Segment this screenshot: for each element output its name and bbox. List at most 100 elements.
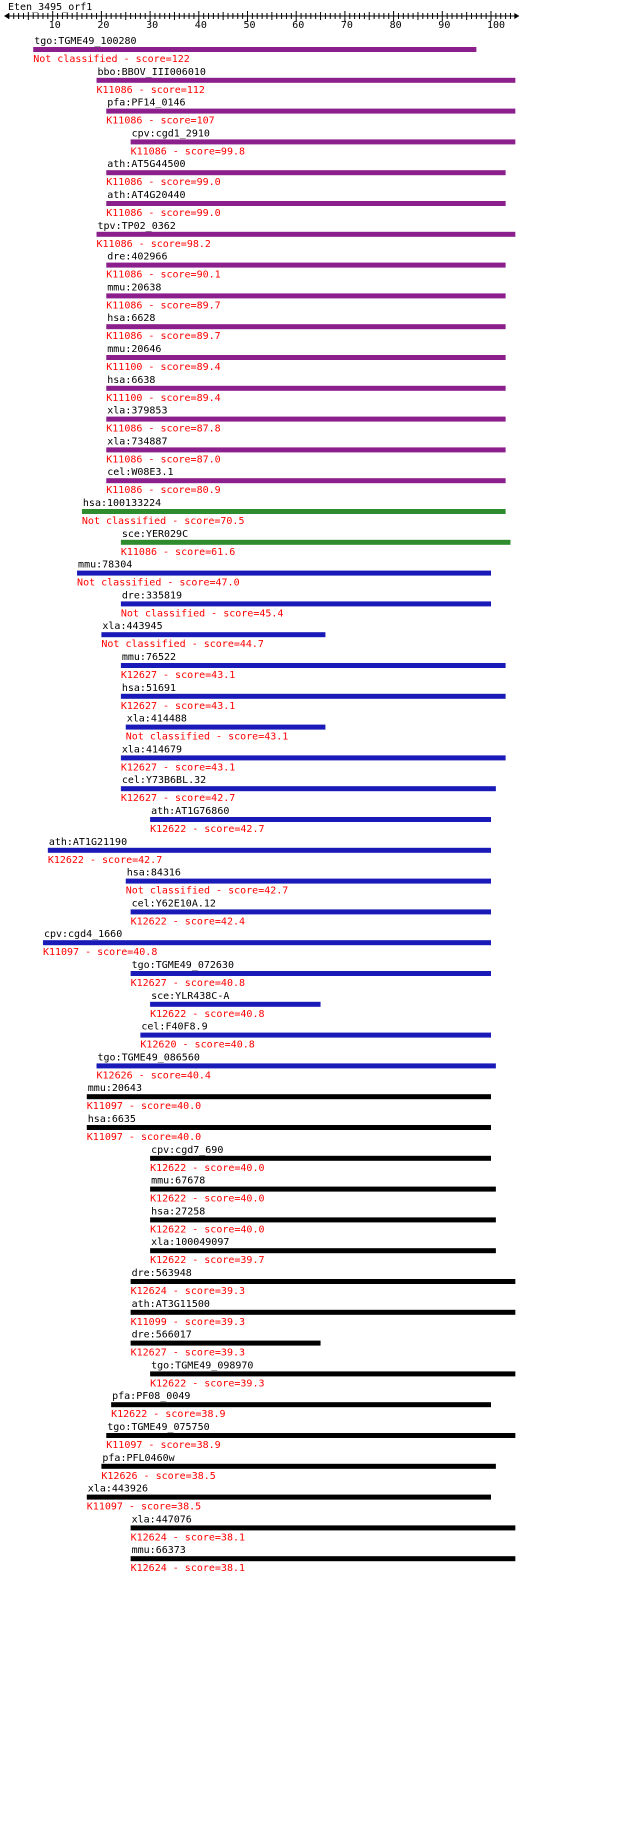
hit-name-label[interactable]: ath:AT5G44500 [107,159,185,170]
hit-bar[interactable] [96,1063,496,1069]
hit-name-label[interactable]: sce:YLR438C-A [151,991,229,1002]
hit-bar[interactable] [106,293,506,299]
hit-row[interactable]: cel:Y62E10A.12 K12622 - score=42.4 [130,898,491,927]
hit-score-label[interactable]: K11086 - score=89.7 [106,331,220,342]
hit-name-label[interactable]: tgo:TGME49_098970 [151,1360,253,1371]
hit-name-label[interactable]: pfa:PF14_0146 [107,98,185,109]
hit-row[interactable]: xla:447076 K12624 - score=38.1 [130,1514,516,1543]
hit-row[interactable]: dre:563948 K12624 - score=39.3 [130,1268,516,1297]
hit-bar[interactable] [96,231,516,237]
hit-name-label[interactable]: ath:AT4G20440 [107,190,185,201]
hit-name-label[interactable]: tgo:TGME49_100280 [34,36,136,47]
hit-row[interactable]: mmu:66373 K12624 - score=38.1 [130,1545,516,1574]
hit-score-label[interactable]: K12622 - score=40.0 [150,1194,264,1205]
hit-bar[interactable] [130,1525,516,1531]
hit-bar[interactable] [150,817,491,822]
hit-bar[interactable] [33,47,477,52]
hit-row[interactable]: tgo:TGME49_072630 K12627 - score=40.8 [130,960,491,989]
hit-bar[interactable] [125,878,491,884]
hit-score-label[interactable]: K12622 - score=40.0 [150,1224,264,1235]
hit-score-label[interactable]: K11100 - score=89.4 [106,393,220,404]
hit-bar[interactable] [106,416,506,422]
hit-bar[interactable] [96,77,516,83]
hit-row[interactable]: tgo:TGME49_075750 K11097 - score=38.9 [106,1422,516,1451]
hit-bar[interactable] [111,1402,491,1408]
hit-name-label[interactable]: cpv:cgd7_690 [151,1145,223,1156]
hit-score-label[interactable]: K11097 - score=38.9 [106,1440,220,1451]
hit-row[interactable]: hsa:51691 K12627 - score=43.1 [120,683,506,712]
hit-score-label[interactable]: K12627 - score=43.1 [121,670,235,681]
hit-bar[interactable] [150,1155,491,1161]
hit-score-label[interactable]: K11086 - score=107 [106,116,214,127]
hit-row[interactable]: xla:443926 K11097 - score=38.5 [86,1484,491,1513]
hit-name-label[interactable]: mmu:20646 [107,344,161,355]
hit-row[interactable]: xla:414679 K12627 - score=43.1 [120,744,506,773]
hit-score-label[interactable]: K11086 - score=89.7 [106,300,220,311]
hit-name-label[interactable]: cel:F40F8.9 [141,1022,207,1033]
hit-row[interactable]: xla:443945 Not classified - score=44.7 [101,621,326,650]
hit-score-label[interactable]: K12622 - score=39.7 [150,1255,264,1266]
hit-bar[interactable] [106,355,506,360]
hit-name-label[interactable]: cel:Y73B6BL.32 [122,775,206,786]
hit-score-label[interactable]: K11086 - score=80.9 [106,485,220,496]
hit-score-label[interactable]: K12622 - score=42.7 [150,824,264,835]
hit-score-label[interactable]: K11097 - score=40.8 [43,947,157,958]
hit-row[interactable]: xla:379853 K11086 - score=87.8 [106,406,506,435]
hit-score-label[interactable]: K12622 - score=42.4 [131,916,245,927]
hit-bar[interactable] [130,1309,516,1315]
hit-row[interactable]: pfa:PFL0460w K12626 - score=38.5 [101,1453,496,1482]
hit-score-label[interactable]: K11086 - score=99.8 [131,146,245,157]
hit-name-label[interactable]: hsa:100133224 [83,498,161,509]
hit-bar[interactable] [106,108,516,114]
hit-name-label[interactable]: mmu:67678 [151,1176,205,1187]
hit-bar[interactable] [120,755,506,761]
hit-row[interactable]: ath:AT5G44500 K11086 - score=99.0 [106,159,506,188]
hit-name-label[interactable]: ath:AT1G21190 [49,837,127,848]
hit-score-label[interactable]: K11097 - score=40.0 [87,1101,201,1112]
hit-bar[interactable] [150,1248,496,1254]
hit-score-label[interactable]: Not classified - score=43.1 [126,732,289,743]
hit-row[interactable]: pfa:PF08_0049 K12622 - score=38.9 [111,1391,491,1420]
hit-name-label[interactable]: tpv:TP02_0362 [98,221,176,232]
hit-score-label[interactable]: K12626 - score=40.4 [97,1070,211,1081]
hit-bar[interactable] [42,940,492,946]
hit-name-label[interactable]: mmu:20643 [88,1083,142,1094]
hit-row[interactable]: mmu:20646 K11100 - score=89.4 [106,344,506,373]
hit-row[interactable]: cel:Y73B6BL.32 K12627 - score=42.7 [120,775,496,804]
hit-bar[interactable] [130,1340,321,1346]
hit-bar[interactable] [150,1371,516,1377]
hit-name-label[interactable]: mmu:20638 [107,282,161,293]
hit-bar[interactable] [86,1125,491,1130]
hit-score-label[interactable]: K11086 - score=90.1 [106,270,220,281]
hit-bar[interactable] [120,693,506,699]
hit-score-label[interactable]: K11086 - score=87.0 [106,454,220,465]
hit-name-label[interactable]: xla:414488 [127,714,187,725]
hit-bar[interactable] [101,632,326,638]
hit-row[interactable]: pfa:PF14_0146 K11086 - score=107 [106,98,516,127]
hit-row[interactable]: sce:YLR438C-A K12622 - score=40.8 [150,991,321,1020]
hit-name-label[interactable]: mmu:78304 [78,560,132,571]
hit-score-label[interactable]: K12624 - score=38.1 [131,1532,245,1543]
hit-name-label[interactable]: cel:Y62E10A.12 [132,898,216,909]
hit-row[interactable]: cpv:cgd4_1660 K11097 - score=40.8 [42,929,492,958]
hit-score-label[interactable]: K12627 - score=42.7 [121,793,235,804]
hit-bar[interactable] [150,1001,321,1007]
hit-row[interactable]: mmu:78304 Not classified - score=47.0 [77,560,492,589]
hit-row[interactable]: ath:AT1G76860 K12622 - score=42.7 [150,806,491,835]
hit-row[interactable]: xla:734887 K11086 - score=87.0 [106,436,506,465]
hit-row[interactable]: hsa:6638 K11100 - score=89.4 [106,375,506,404]
hit-name-label[interactable]: tgo:TGME49_072630 [132,960,234,971]
hit-bar[interactable] [106,262,506,268]
hit-bar[interactable] [77,570,492,576]
hit-score-label[interactable]: K12627 - score=40.8 [131,978,245,989]
hit-score-label[interactable]: K12624 - score=38.1 [131,1563,245,1574]
hit-bar[interactable] [81,509,506,514]
hit-bar[interactable] [130,1279,516,1284]
hit-score-label[interactable]: K11086 - score=112 [97,85,205,96]
hit-row[interactable]: hsa:100133224 Not classified - score=70.5 [81,498,506,527]
hit-bar[interactable] [106,478,506,484]
hit-row[interactable]: hsa:6635 K11097 - score=40.0 [86,1114,491,1143]
hit-bar[interactable] [125,724,326,730]
hit-bar[interactable] [106,447,506,453]
hit-name-label[interactable]: xla:443945 [102,621,162,632]
